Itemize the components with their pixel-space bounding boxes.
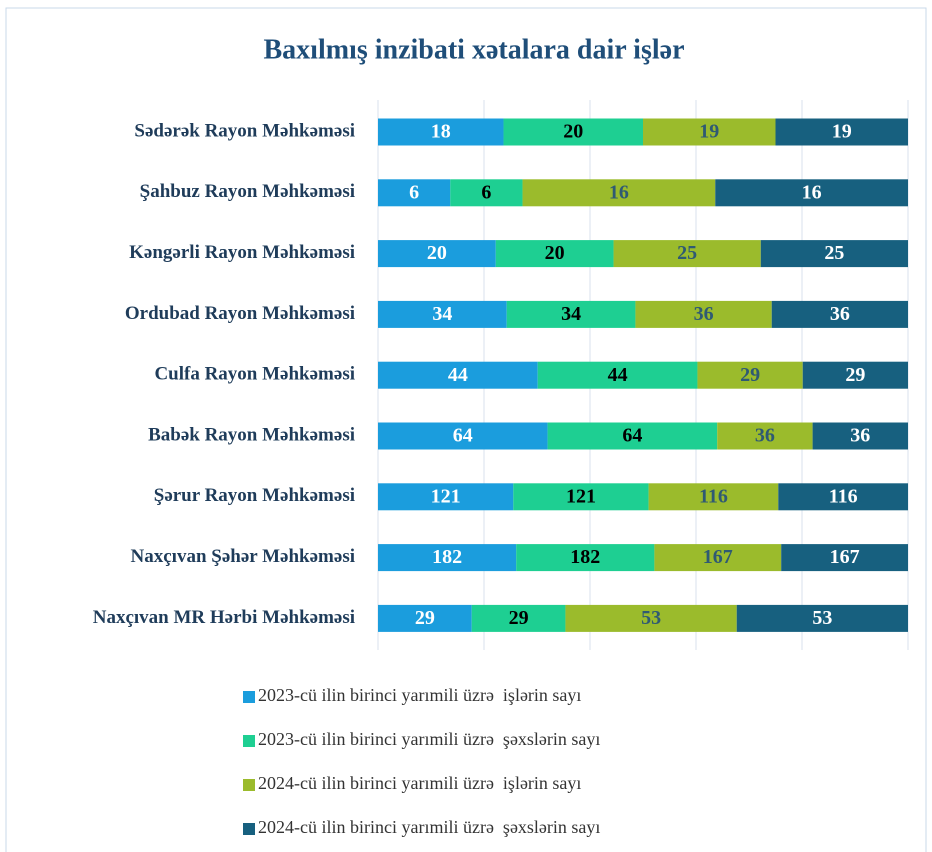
bar-segment — [715, 179, 908, 207]
data-label: 29 — [509, 607, 529, 629]
y-tick-label: Kəngərli Rayon Məhkəməsi — [129, 242, 355, 263]
bar-segment — [812, 422, 908, 450]
bar-segment — [778, 483, 908, 511]
bar-segment — [775, 118, 908, 146]
data-label: 53 — [812, 607, 832, 629]
data-label: 20 — [563, 121, 583, 143]
legend-label: 2024-cü ilin birinci yarımili üzrə işlər… — [258, 773, 581, 793]
bar-segment — [450, 179, 523, 207]
data-label: 34 — [432, 303, 452, 325]
data-label: 18 — [431, 121, 451, 143]
bar-segment — [565, 604, 737, 632]
data-label: 16 — [802, 181, 822, 203]
bar-segment — [613, 240, 761, 268]
data-label: 121 — [431, 485, 461, 507]
y-tick-label: Babək Rayon Məhkəməsi — [148, 424, 355, 445]
bar-segment — [378, 118, 504, 146]
bar-segment — [513, 483, 649, 511]
data-label: 36 — [755, 425, 775, 447]
bar-segment — [635, 300, 772, 328]
data-label: 53 — [641, 607, 661, 629]
legend-swatch — [243, 823, 255, 835]
legend-label: 2023-cü ilin birinci yarımili üzrə şəxsl… — [258, 729, 600, 749]
bar-segment — [717, 422, 813, 450]
bar-segment — [378, 300, 507, 328]
legend-swatch — [243, 735, 255, 747]
y-tick-label: Culfa Rayon Məhkəməsi — [154, 364, 355, 385]
y-tick-label: Naxçıvan Şəhər Məhkəməsi — [131, 546, 355, 567]
bar-segment — [547, 422, 718, 450]
bar-segment — [771, 300, 908, 328]
data-label: 19 — [699, 121, 719, 143]
data-label: 29 — [845, 364, 865, 386]
data-label: 167 — [830, 546, 860, 568]
bar-segment — [654, 544, 782, 572]
data-label: 36 — [830, 303, 850, 325]
data-label: 19 — [832, 121, 852, 143]
legend-swatch — [243, 691, 255, 703]
y-tick-label: Şahbuz Rayon Məhkəməsi — [140, 181, 355, 202]
data-label: 25 — [824, 242, 844, 264]
bar-segment — [760, 240, 908, 268]
data-label: 182 — [570, 546, 600, 568]
bar-segment — [378, 604, 472, 632]
bar-segment — [781, 544, 908, 572]
data-label: 64 — [622, 425, 642, 447]
data-label: 121 — [566, 485, 596, 507]
bar-segment — [378, 361, 538, 389]
data-label: 167 — [703, 546, 733, 568]
data-label: 36 — [850, 425, 870, 447]
bar-segment — [516, 544, 655, 572]
bar-segment — [736, 604, 908, 632]
bar-segment — [378, 422, 548, 450]
bar-segment — [378, 544, 517, 572]
data-label: 16 — [609, 181, 629, 203]
bar-segment — [503, 118, 643, 146]
data-label: 36 — [694, 303, 714, 325]
data-label: 64 — [453, 425, 473, 447]
data-label: 116 — [699, 485, 728, 507]
bar-segment — [522, 179, 716, 207]
y-tick-label: Sədərək Rayon Məhkəməsi — [134, 120, 355, 141]
data-label: 34 — [561, 303, 581, 325]
y-tick-label: Naxçıvan MR Hərbi Məhkəməsi — [93, 607, 355, 628]
data-label: 20 — [427, 242, 447, 264]
bar-segment — [802, 361, 908, 389]
data-label: 44 — [608, 364, 628, 386]
bar-segment — [378, 483, 514, 511]
data-label: 116 — [829, 485, 858, 507]
bar-segment — [495, 240, 614, 268]
bar-segment — [537, 361, 698, 389]
legend-label: 2023-cü ilin birinci yarımili üzrə işlər… — [258, 685, 581, 705]
data-label: 20 — [545, 242, 565, 264]
chart-title: Baxılmış inzibati xətalara dair işlər — [263, 34, 684, 65]
data-label: 29 — [740, 364, 760, 386]
legend-label: 2024-cü ilin birinci yarımili üzrə şəxsl… — [258, 817, 600, 837]
data-label: 44 — [448, 364, 468, 386]
legend-swatch — [243, 779, 255, 791]
y-tick-label: Ordubad Rayon Məhkəməsi — [125, 303, 355, 324]
bar-segment — [648, 483, 779, 511]
y-tick-label: Şərur Rayon Məhkəməsi — [154, 485, 355, 506]
data-label: 6 — [481, 181, 491, 203]
bar-segment — [643, 118, 776, 146]
data-label: 25 — [677, 242, 697, 264]
bar-segment — [378, 179, 451, 207]
bar-segment — [506, 300, 636, 328]
data-label: 182 — [432, 546, 462, 568]
bar-segment — [697, 361, 803, 389]
data-label: 29 — [415, 607, 435, 629]
data-label: 6 — [409, 181, 419, 203]
bar-segment — [471, 604, 566, 632]
bar-segment — [378, 240, 496, 268]
